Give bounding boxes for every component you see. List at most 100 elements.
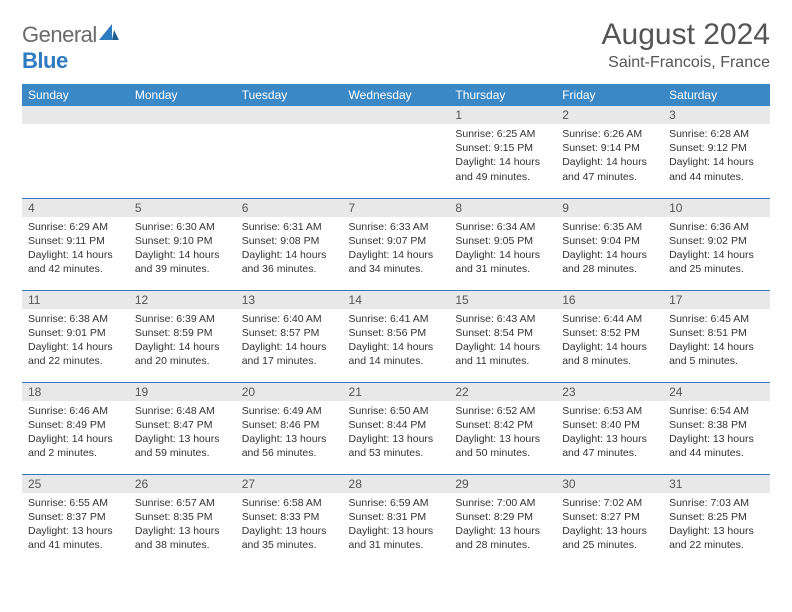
daylight-text: Daylight: 13 hours and 44 minutes.	[669, 432, 764, 460]
sunrise-text: Sunrise: 6:45 AM	[669, 312, 764, 326]
calendar-day-cell: 6Sunrise: 6:31 AMSunset: 9:08 PMDaylight…	[236, 198, 343, 290]
day-number: 8	[449, 199, 556, 217]
day-details: Sunrise: 6:49 AMSunset: 8:46 PMDaylight:…	[236, 401, 343, 465]
day-number: 13	[236, 291, 343, 309]
weekday-header: Wednesday	[343, 84, 450, 106]
day-number: 11	[22, 291, 129, 309]
daylight-text: Daylight: 14 hours and 34 minutes.	[349, 248, 444, 276]
sunrise-text: Sunrise: 6:48 AM	[135, 404, 230, 418]
sunset-text: Sunset: 9:15 PM	[455, 141, 550, 155]
sunset-text: Sunset: 9:02 PM	[669, 234, 764, 248]
daylight-text: Daylight: 14 hours and 5 minutes.	[669, 340, 764, 368]
sunset-text: Sunset: 8:27 PM	[562, 510, 657, 524]
day-details: Sunrise: 6:59 AMSunset: 8:31 PMDaylight:…	[343, 493, 450, 557]
day-number: 5	[129, 199, 236, 217]
daylight-text: Daylight: 14 hours and 44 minutes.	[669, 155, 764, 183]
day-details: Sunrise: 7:03 AMSunset: 8:25 PMDaylight:…	[663, 493, 770, 557]
sail-icon	[99, 22, 119, 47]
day-number: 7	[343, 199, 450, 217]
day-details	[129, 124, 236, 131]
day-details: Sunrise: 6:55 AMSunset: 8:37 PMDaylight:…	[22, 493, 129, 557]
calendar-week-row: 4Sunrise: 6:29 AMSunset: 9:11 PMDaylight…	[22, 198, 770, 290]
sunrise-text: Sunrise: 6:29 AM	[28, 220, 123, 234]
calendar-day-cell: 22Sunrise: 6:52 AMSunset: 8:42 PMDayligh…	[449, 382, 556, 474]
calendar-day-cell: 23Sunrise: 6:53 AMSunset: 8:40 PMDayligh…	[556, 382, 663, 474]
calendar-day-cell: 30Sunrise: 7:02 AMSunset: 8:27 PMDayligh…	[556, 474, 663, 566]
sunset-text: Sunset: 8:37 PM	[28, 510, 123, 524]
daylight-text: Daylight: 14 hours and 22 minutes.	[28, 340, 123, 368]
day-details: Sunrise: 6:52 AMSunset: 8:42 PMDaylight:…	[449, 401, 556, 465]
calendar-week-row: 18Sunrise: 6:46 AMSunset: 8:49 PMDayligh…	[22, 382, 770, 474]
day-number: 31	[663, 475, 770, 493]
brand-word-1: General	[22, 22, 97, 47]
sunset-text: Sunset: 8:57 PM	[242, 326, 337, 340]
calendar-day-cell: 16Sunrise: 6:44 AMSunset: 8:52 PMDayligh…	[556, 290, 663, 382]
daylight-text: Daylight: 14 hours and 47 minutes.	[562, 155, 657, 183]
calendar-week-row: 1Sunrise: 6:25 AMSunset: 9:15 PMDaylight…	[22, 106, 770, 198]
day-details: Sunrise: 6:50 AMSunset: 8:44 PMDaylight:…	[343, 401, 450, 465]
weekday-header: Thursday	[449, 84, 556, 106]
day-number: 15	[449, 291, 556, 309]
sunrise-text: Sunrise: 6:57 AM	[135, 496, 230, 510]
brand-text: General Blue	[22, 22, 119, 74]
daylight-text: Daylight: 13 hours and 35 minutes.	[242, 524, 337, 552]
calendar-day-cell: 29Sunrise: 7:00 AMSunset: 8:29 PMDayligh…	[449, 474, 556, 566]
page-header: General Blue August 2024 Saint-Francois,…	[22, 18, 770, 74]
day-details: Sunrise: 6:28 AMSunset: 9:12 PMDaylight:…	[663, 124, 770, 188]
day-details: Sunrise: 6:36 AMSunset: 9:02 PMDaylight:…	[663, 217, 770, 281]
day-details: Sunrise: 6:30 AMSunset: 9:10 PMDaylight:…	[129, 217, 236, 281]
calendar-day-cell: 26Sunrise: 6:57 AMSunset: 8:35 PMDayligh…	[129, 474, 236, 566]
sunrise-text: Sunrise: 6:40 AM	[242, 312, 337, 326]
sunrise-text: Sunrise: 7:02 AM	[562, 496, 657, 510]
day-details: Sunrise: 7:00 AMSunset: 8:29 PMDaylight:…	[449, 493, 556, 557]
day-number: 27	[236, 475, 343, 493]
sunset-text: Sunset: 8:52 PM	[562, 326, 657, 340]
day-number: 18	[22, 383, 129, 401]
day-number: 23	[556, 383, 663, 401]
day-number: 28	[343, 475, 450, 493]
calendar-day-cell: 8Sunrise: 6:34 AMSunset: 9:05 PMDaylight…	[449, 198, 556, 290]
day-details: Sunrise: 7:02 AMSunset: 8:27 PMDaylight:…	[556, 493, 663, 557]
calendar-day-cell: 19Sunrise: 6:48 AMSunset: 8:47 PMDayligh…	[129, 382, 236, 474]
daylight-text: Daylight: 13 hours and 22 minutes.	[669, 524, 764, 552]
sunset-text: Sunset: 8:31 PM	[349, 510, 444, 524]
daylight-text: Daylight: 14 hours and 31 minutes.	[455, 248, 550, 276]
sunset-text: Sunset: 8:44 PM	[349, 418, 444, 432]
daylight-text: Daylight: 13 hours and 25 minutes.	[562, 524, 657, 552]
calendar-day-cell: 4Sunrise: 6:29 AMSunset: 9:11 PMDaylight…	[22, 198, 129, 290]
day-number	[343, 106, 450, 124]
calendar-page: General Blue August 2024 Saint-Francois,…	[0, 0, 792, 578]
calendar-day-cell: 13Sunrise: 6:40 AMSunset: 8:57 PMDayligh…	[236, 290, 343, 382]
month-title: August 2024	[602, 18, 770, 52]
sunrise-text: Sunrise: 6:55 AM	[28, 496, 123, 510]
day-number: 19	[129, 383, 236, 401]
sunrise-text: Sunrise: 6:53 AM	[562, 404, 657, 418]
daylight-text: Daylight: 13 hours and 41 minutes.	[28, 524, 123, 552]
day-number: 4	[22, 199, 129, 217]
calendar-head: SundayMondayTuesdayWednesdayThursdayFrid…	[22, 84, 770, 106]
daylight-text: Daylight: 14 hours and 36 minutes.	[242, 248, 337, 276]
day-details: Sunrise: 6:44 AMSunset: 8:52 PMDaylight:…	[556, 309, 663, 373]
day-details: Sunrise: 6:57 AMSunset: 8:35 PMDaylight:…	[129, 493, 236, 557]
calendar-day-cell: 10Sunrise: 6:36 AMSunset: 9:02 PMDayligh…	[663, 198, 770, 290]
weekday-header: Friday	[556, 84, 663, 106]
calendar-day-cell: 9Sunrise: 6:35 AMSunset: 9:04 PMDaylight…	[556, 198, 663, 290]
sunrise-text: Sunrise: 7:00 AM	[455, 496, 550, 510]
day-details: Sunrise: 6:39 AMSunset: 8:59 PMDaylight:…	[129, 309, 236, 373]
calendar-day-cell: 7Sunrise: 6:33 AMSunset: 9:07 PMDaylight…	[343, 198, 450, 290]
day-number: 14	[343, 291, 450, 309]
day-details: Sunrise: 6:31 AMSunset: 9:08 PMDaylight:…	[236, 217, 343, 281]
sunset-text: Sunset: 9:04 PM	[562, 234, 657, 248]
day-details: Sunrise: 6:29 AMSunset: 9:11 PMDaylight:…	[22, 217, 129, 281]
calendar-week-row: 11Sunrise: 6:38 AMSunset: 9:01 PMDayligh…	[22, 290, 770, 382]
sunrise-text: Sunrise: 6:28 AM	[669, 127, 764, 141]
daylight-text: Daylight: 14 hours and 28 minutes.	[562, 248, 657, 276]
day-details: Sunrise: 6:45 AMSunset: 8:51 PMDaylight:…	[663, 309, 770, 373]
daylight-text: Daylight: 13 hours and 28 minutes.	[455, 524, 550, 552]
sunrise-text: Sunrise: 6:33 AM	[349, 220, 444, 234]
daylight-text: Daylight: 14 hours and 42 minutes.	[28, 248, 123, 276]
daylight-text: Daylight: 13 hours and 38 minutes.	[135, 524, 230, 552]
daylight-text: Daylight: 13 hours and 31 minutes.	[349, 524, 444, 552]
sunrise-text: Sunrise: 6:30 AM	[135, 220, 230, 234]
sunrise-text: Sunrise: 6:39 AM	[135, 312, 230, 326]
